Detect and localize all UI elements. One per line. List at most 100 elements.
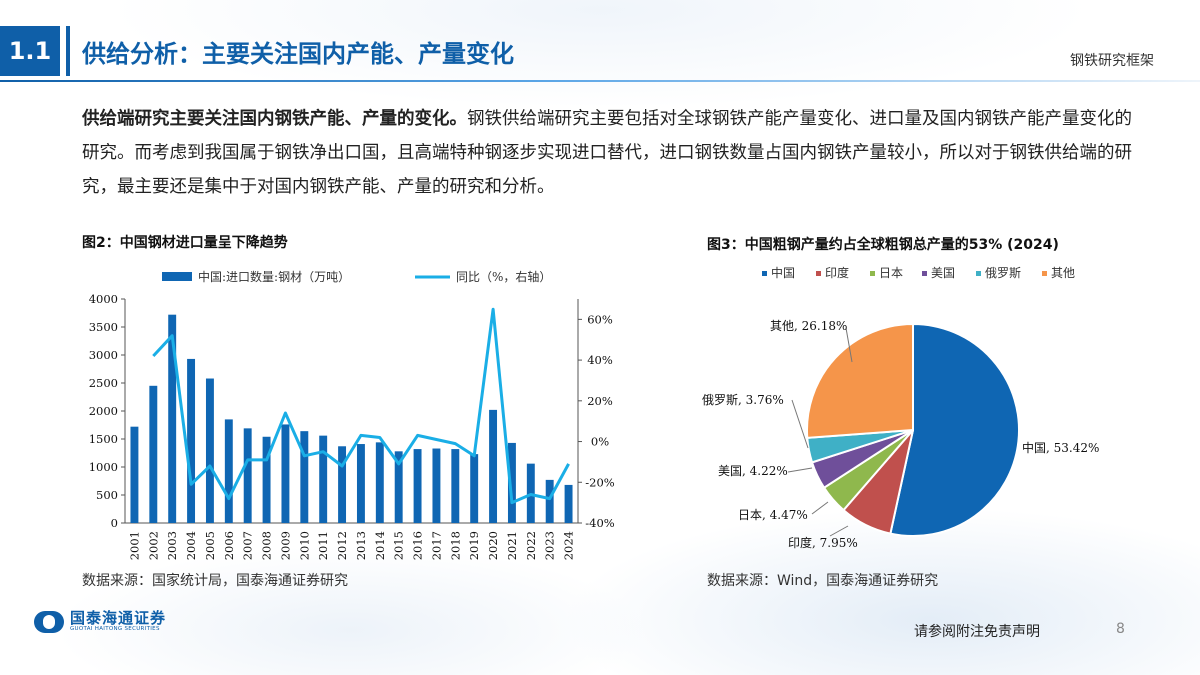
logo-icon — [34, 610, 64, 633]
x-tick-label-2010: 2010 — [297, 531, 311, 560]
section-number: 1.1 — [0, 26, 60, 76]
x-tick-label-2012: 2012 — [335, 531, 349, 560]
legend-label-bars: 中国:进口数量:钢材（万吨） — [198, 269, 350, 284]
bar-2016 — [413, 449, 422, 523]
pie-label-1: 中国, 53.42% — [1022, 440, 1099, 455]
legend-swatch-4 — [922, 271, 927, 276]
bar-2015 — [394, 451, 403, 523]
x-tick-label-2002: 2002 — [146, 531, 160, 560]
fig2-title: 图2：中国钢材进口量呈下降趋势 — [82, 235, 288, 251]
bar-2010 — [300, 431, 309, 523]
bar-2006 — [224, 419, 233, 523]
pie-label-3: 日本, 4.47% — [738, 508, 808, 522]
y-left-tick-label: 4000 — [89, 292, 118, 306]
bar-2021 — [507, 442, 516, 523]
company-logo: 国泰海通证券 GUOTAI HAITONG SECURITIES — [34, 610, 166, 633]
pie-label-2: 印度, 7.95% — [788, 535, 858, 550]
y-left-tick-label: 1500 — [89, 432, 118, 446]
legend-swatch-3 — [870, 271, 875, 276]
x-tick-label-2023: 2023 — [543, 531, 557, 560]
bar-2020 — [489, 409, 498, 523]
logo-name-en: GUOTAI HAITONG SECURITIES — [70, 626, 160, 632]
page-header: 1.1 供给分析：主要关注国内产能、产量变化 钢铁研究框架 — [0, 0, 1200, 90]
bar-2005 — [205, 378, 214, 523]
bar-2009 — [281, 424, 290, 523]
x-tick-label-2001: 2001 — [127, 531, 141, 560]
x-tick-label-2013: 2013 — [354, 531, 368, 560]
legend-swatch-1 — [762, 271, 767, 276]
bar-2014 — [375, 442, 384, 523]
bar-2013 — [356, 444, 365, 523]
pie-slice-6 — [806, 322, 914, 439]
page-number: 8 — [1116, 621, 1125, 637]
y-right-tick-label: 0% — [591, 435, 609, 449]
bar-2003 — [168, 314, 177, 523]
bar-2023 — [545, 479, 554, 523]
intro-body: 钢铁供给端研究主要包括对全球钢铁产能产量变化、进口量及国内钢铁产能产量变化的研究… — [82, 109, 1132, 197]
bar-2007 — [243, 428, 252, 523]
pie-slice-1 — [889, 322, 1020, 537]
y-left-tick-label: 3500 — [89, 320, 118, 334]
x-tick-label-2004: 2004 — [184, 531, 198, 560]
pie-leader-6 — [845, 327, 853, 363]
pie-label-6: 其他, 26.18% — [770, 319, 847, 333]
x-tick-label-2017: 2017 — [429, 531, 443, 560]
fig3-source: 数据来源：Wind，国泰海通证券研究 — [707, 573, 939, 589]
bar-2018 — [451, 449, 460, 523]
bar-2004 — [187, 358, 196, 523]
legend-swatch-2 — [816, 271, 821, 276]
page-title: 供给分析：主要关注国内产能、产量变化 — [82, 40, 514, 68]
y-left-tick-label: 2000 — [89, 404, 118, 418]
x-tick-label-2019: 2019 — [467, 531, 481, 560]
intro-lead: 供给端研究主要关注国内钢铁产能、产量的变化。 — [82, 109, 467, 129]
x-tick-label-2009: 2009 — [278, 531, 292, 560]
yoy-line — [152, 307, 570, 505]
y-left-tick-label: 500 — [96, 488, 118, 502]
legend-label-2: 印度 — [825, 265, 849, 280]
bar-2019 — [470, 454, 479, 523]
section-divider — [66, 26, 70, 76]
bar-2001 — [130, 426, 139, 523]
pie-leader-4 — [787, 467, 813, 473]
legend-swatch-5 — [976, 271, 981, 276]
bar-2024 — [564, 484, 573, 523]
x-tick-label-2024: 2024 — [562, 531, 576, 560]
y-left-tick-label: 0 — [111, 516, 118, 530]
legend-label-3: 日本 — [879, 266, 903, 280]
pie-leader-2 — [829, 525, 849, 537]
bar-2017 — [432, 448, 441, 523]
report-label: 钢铁研究框架 — [1070, 53, 1154, 69]
pie-label-4: 美国, 4.22% — [718, 464, 788, 478]
y-right-tick-label: 40% — [587, 353, 613, 367]
x-tick-label-2016: 2016 — [411, 531, 425, 560]
x-tick-label-2006: 2006 — [222, 531, 236, 560]
x-tick-label-2014: 2014 — [373, 531, 387, 560]
pie-label-5: 俄罗斯, 3.76% — [702, 393, 784, 407]
legend-label-1: 中国 — [771, 265, 795, 280]
fig3-title: 图3：中国粗钢产量约占全球粗钢总产量的53% (2024) — [707, 237, 1059, 253]
legend-label-line: 同比（%，右轴） — [456, 269, 551, 284]
legend-label-6: 其他 — [1051, 266, 1075, 280]
legend-label-4: 美国 — [931, 266, 955, 280]
x-tick-label-2011: 2011 — [316, 531, 330, 560]
bar-2002 — [149, 385, 158, 523]
bar-2011 — [319, 435, 328, 523]
disclaimer-link[interactable]: 请参阅附注免责声明 — [914, 624, 1040, 640]
x-tick-label-2003: 2003 — [165, 531, 179, 560]
y-left-tick-label: 1000 — [89, 460, 118, 474]
y-left-tick-label: 3000 — [89, 348, 118, 362]
y-right-tick-label: -20% — [585, 475, 615, 489]
x-tick-label-2015: 2015 — [392, 531, 406, 560]
header-rule — [0, 80, 1200, 82]
bar-2012 — [338, 446, 347, 523]
bar-2008 — [262, 436, 271, 523]
legend-swatch-6 — [1042, 271, 1047, 276]
intro-paragraph: 供给端研究主要关注国内钢铁产能、产量的变化。钢铁供给端研究主要包括对全球钢铁产能… — [82, 102, 1132, 204]
y-left-tick-label: 2500 — [89, 376, 118, 390]
x-tick-label-2007: 2007 — [241, 531, 255, 560]
y-right-tick-label: -40% — [585, 516, 615, 530]
legend-swatch-bars — [162, 272, 192, 281]
y-right-tick-label: 20% — [587, 394, 613, 408]
